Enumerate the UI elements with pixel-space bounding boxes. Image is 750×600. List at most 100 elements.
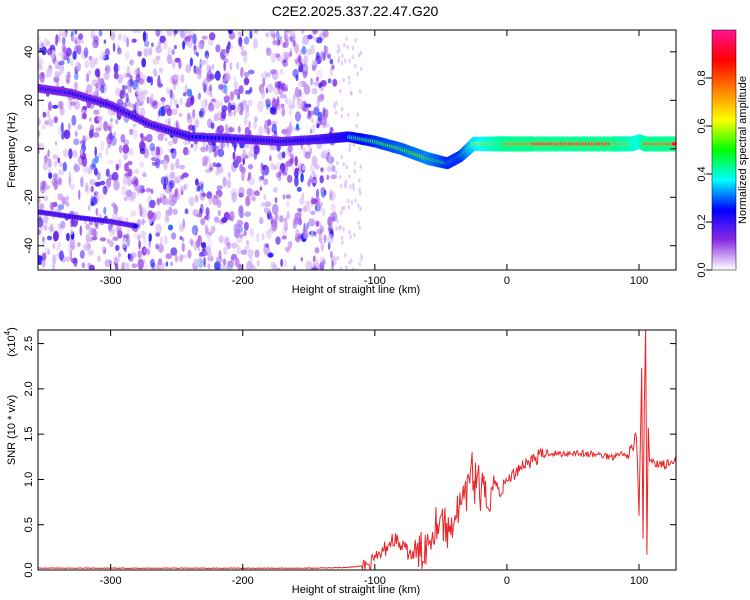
heatmap-speckle <box>173 73 180 80</box>
x-tick-label: -100 <box>364 575 386 587</box>
heatmap-speckle <box>227 171 231 177</box>
heatmap-speckle <box>294 176 299 187</box>
heatmap-speckle <box>342 77 345 83</box>
heatmap-speckle <box>118 144 123 154</box>
heatmap-speckle <box>114 256 118 264</box>
heatmap-speckle <box>265 229 272 240</box>
heatmap-speckle <box>242 54 248 64</box>
heatmap-speckle <box>254 249 260 258</box>
heatmap-speckle <box>52 104 59 109</box>
heatmap-speckle <box>169 171 176 179</box>
heatmap-speckle <box>42 111 47 118</box>
heatmap-speckle <box>170 163 175 171</box>
heatmap-speckle <box>212 194 219 206</box>
heatmap-speckle <box>319 228 323 240</box>
heatmap-speckle <box>270 144 277 151</box>
heatmap-speckle <box>122 234 130 239</box>
heatmap-speckle <box>347 75 351 80</box>
heatmap-speckle <box>85 185 91 194</box>
heatmap-speckle <box>103 185 108 195</box>
heatmap-speckle <box>191 224 199 236</box>
heatmap-speckle <box>179 97 183 105</box>
heatmap-speckle <box>53 179 59 191</box>
heatmap-speckle <box>199 39 205 45</box>
heatmap-speckle <box>329 212 334 219</box>
heatmap-speckle <box>204 215 209 220</box>
heatmap-speckle <box>71 114 77 126</box>
heatmap-speckle <box>298 80 303 88</box>
heatmap-speckle <box>155 45 163 54</box>
heatmap-speckle <box>263 244 271 256</box>
heatmap-speckle <box>57 157 60 164</box>
heatmap-speckle <box>316 228 323 235</box>
heatmap-speckle <box>358 53 361 58</box>
heatmap-speckle <box>235 155 242 164</box>
heatmap-speckle <box>165 253 173 260</box>
heatmap-speckle <box>193 44 197 50</box>
heatmap-speckle <box>221 263 227 270</box>
heatmap-speckle <box>321 149 329 159</box>
heatmap-speckle <box>45 73 50 78</box>
heatmap-speckle <box>316 76 319 82</box>
heatmap-speckle <box>312 36 318 41</box>
heatmap-speckle <box>109 226 113 238</box>
heatmap-speckle <box>163 235 168 245</box>
heatmap-speckle <box>243 230 247 237</box>
heatmap-speckle <box>59 106 65 116</box>
heatmap-speckle <box>292 33 296 41</box>
heatmap-speckle <box>327 163 334 172</box>
heatmap-speckle <box>138 92 146 102</box>
heatmap-speckle <box>246 240 249 245</box>
heatmap-speckle <box>280 68 284 75</box>
heatmap-speckle <box>317 111 323 122</box>
heatmap-speckle <box>356 71 359 77</box>
heatmap-speckle <box>348 230 351 235</box>
heatmap-speckle <box>108 228 113 233</box>
heatmap-speckle <box>202 251 209 256</box>
heatmap-speckle <box>66 78 70 85</box>
heatmap-speckle <box>280 258 283 267</box>
heatmap-speckle <box>171 108 178 116</box>
heatmap-speckle <box>117 64 121 72</box>
colorbar-tick-label: 0.4 <box>696 166 708 181</box>
heatmap-speckle <box>128 85 132 94</box>
heatmap-speckle <box>53 160 58 168</box>
heatmap-speckle <box>264 243 269 248</box>
heatmap-speckle <box>204 224 208 235</box>
heatmap-speckle <box>294 111 302 122</box>
heatmap-speckle <box>47 158 52 168</box>
heatmap-speckle <box>256 259 260 267</box>
heatmap-speckle <box>306 103 312 108</box>
heatmap-speckle <box>115 244 120 251</box>
heatmap-speckle <box>225 123 228 135</box>
heatmap-speckle <box>295 51 300 57</box>
heatmap-speckle <box>57 241 62 247</box>
heatmap-speckle <box>46 48 53 56</box>
heatmap-speckle <box>242 157 245 165</box>
heatmap-speckle <box>237 207 244 217</box>
heatmap-speckle <box>183 147 189 156</box>
heatmap-speckle <box>301 38 305 45</box>
heatmap-speckle <box>88 264 95 270</box>
heatmap-speckle <box>73 138 80 146</box>
heatmap-speckle <box>127 79 134 87</box>
heatmap-speckle <box>124 162 129 172</box>
heatmap-speckle <box>207 238 213 248</box>
heatmap-speckle <box>96 171 101 181</box>
heatmap-speckle <box>233 223 239 233</box>
heatmap-speckle <box>51 49 56 60</box>
heatmap-speckle <box>283 217 288 222</box>
heatmap-speckle <box>167 148 171 153</box>
heatmap-speckle <box>190 143 194 148</box>
heatmap-speckle <box>133 232 139 239</box>
heatmap-speckle <box>80 50 88 60</box>
heatmap-speckle <box>247 99 253 107</box>
heatmap-speckle <box>358 262 362 267</box>
heatmap-speckle <box>125 233 130 240</box>
heatmap-speckle <box>70 35 76 43</box>
heatmap-speckle <box>47 249 51 256</box>
heatmap-speckle <box>198 235 203 245</box>
heatmap-speckle <box>233 108 236 117</box>
heatmap-speckle <box>272 33 276 41</box>
heatmap-speckle <box>314 198 319 204</box>
